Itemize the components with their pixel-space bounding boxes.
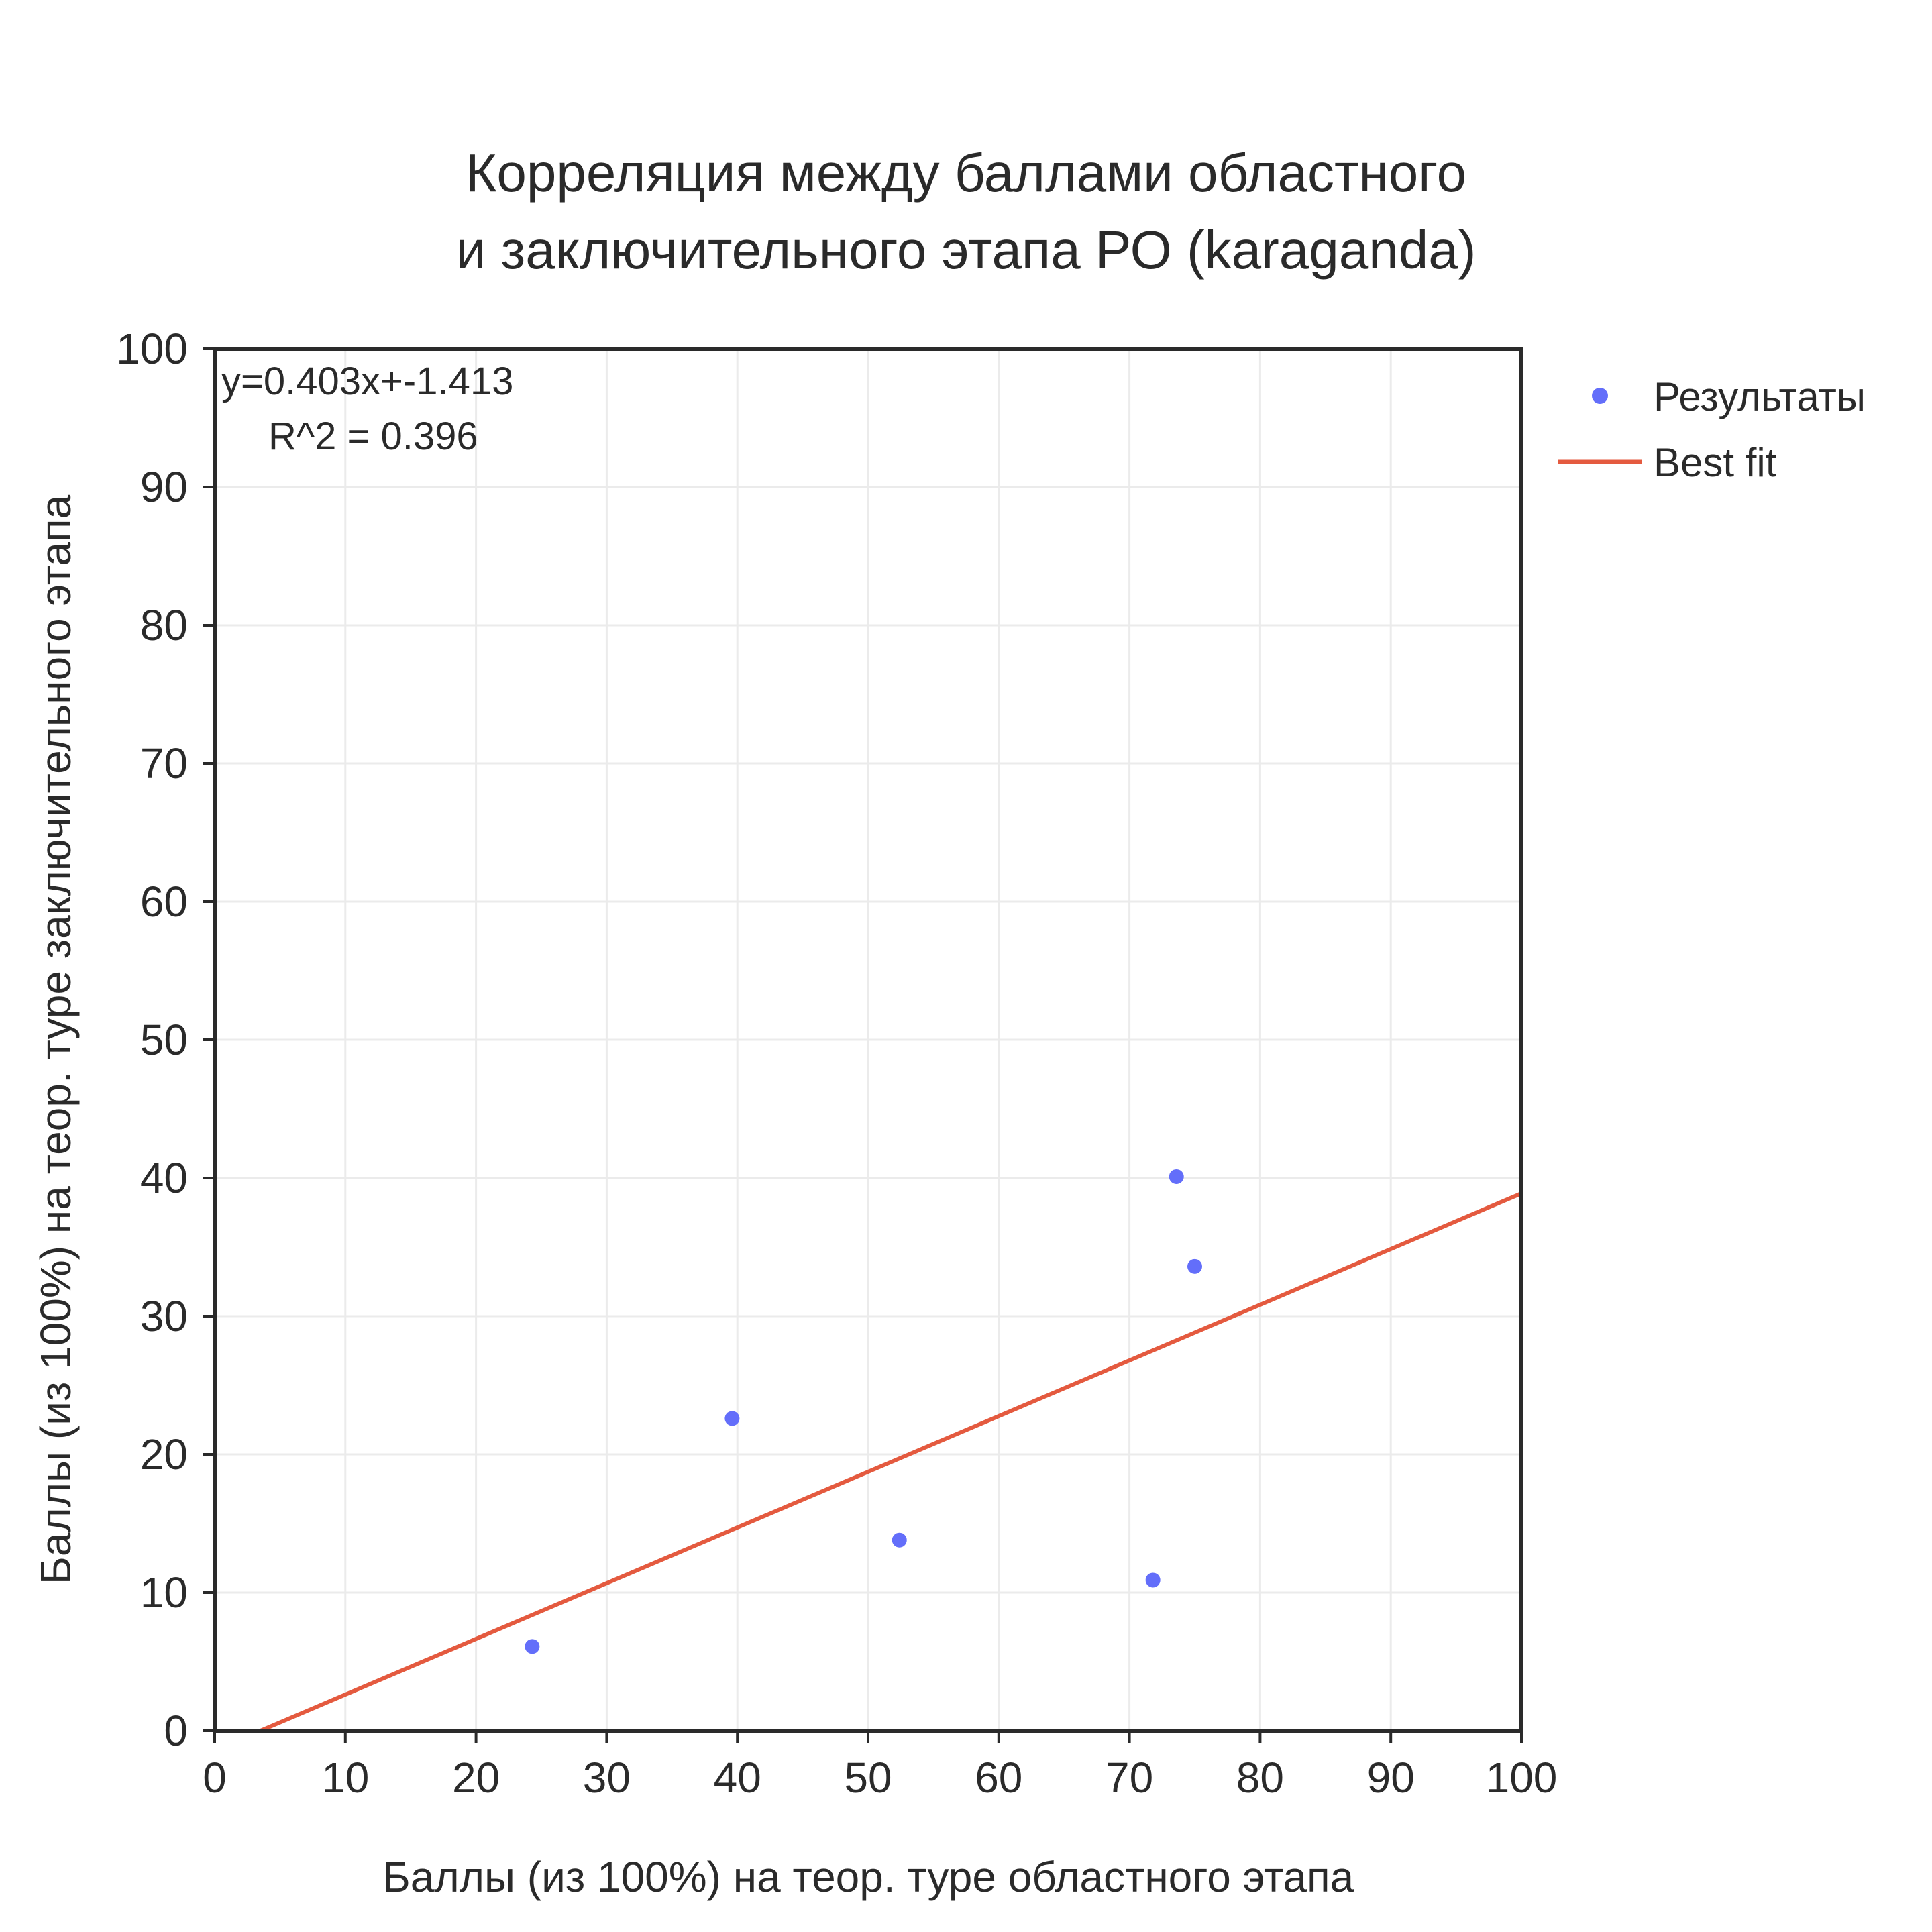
y-tick-label-0: 0 (164, 1707, 188, 1755)
best-fit-line (260, 1191, 1523, 1733)
x-tick-label-20: 20 (452, 1754, 500, 1802)
x-tick-label-50: 50 (844, 1754, 892, 1802)
chart-title-line-2: и заключительного этапа РО (karaganda) (456, 220, 1477, 280)
fit-layer (260, 1191, 1523, 1733)
chart-title-line-1: Корреляция между баллами областного (466, 143, 1466, 203)
points (525, 1169, 1202, 1654)
legend-label-best-fit: Best fit (1654, 440, 1777, 485)
x-tick-label-0: 0 (203, 1754, 227, 1802)
y-tick-label-100: 100 (116, 325, 188, 373)
fit-equation: y=0.403x+-1.413 (221, 360, 513, 403)
y-tick-label-10: 10 (140, 1568, 188, 1617)
x-tick-label-30: 30 (583, 1754, 631, 1802)
legend-marker-results (1592, 388, 1608, 404)
y-tick-label-30: 30 (140, 1292, 188, 1340)
y-ticks: 0 10 20 30 40 50 60 70 80 90 100 (116, 325, 215, 1755)
data-point (1187, 1258, 1202, 1274)
data-point (525, 1639, 540, 1654)
r-squared: R^2 = 0.396 (268, 415, 478, 458)
y-axis-label: Баллы (из 100%) на теор. туре заключител… (32, 494, 80, 1585)
data-point (892, 1532, 907, 1548)
x-tick-label-60: 60 (975, 1754, 1022, 1802)
y-tick-label-60: 60 (140, 877, 188, 926)
legend: Результаты Best fit (1558, 374, 1866, 485)
x-ticks: 0 10 20 30 40 50 60 70 80 90 100 (203, 1731, 1557, 1802)
data-point (724, 1411, 740, 1426)
x-tick-label-90: 90 (1367, 1754, 1415, 1802)
data-point (1169, 1169, 1184, 1184)
x-tick-label-10: 10 (321, 1754, 369, 1802)
y-tick-label-80: 80 (140, 601, 188, 649)
x-tick-label-80: 80 (1236, 1754, 1284, 1802)
x-tick-label-40: 40 (714, 1754, 761, 1802)
x-axis-label: Баллы (из 100%) на теор. туре областного… (382, 1853, 1354, 1901)
y-tick-label-20: 20 (140, 1430, 188, 1479)
y-tick-label-50: 50 (140, 1016, 188, 1064)
y-tick-label-90: 90 (140, 463, 188, 511)
x-tick-label-70: 70 (1106, 1754, 1153, 1802)
y-tick-label-40: 40 (140, 1154, 188, 1202)
legend-label-results: Результаты (1654, 374, 1866, 419)
x-tick-label-100: 100 (1486, 1754, 1558, 1802)
data-point (1145, 1572, 1161, 1588)
grid (213, 347, 1523, 1732)
y-tick-label-70: 70 (140, 739, 188, 788)
